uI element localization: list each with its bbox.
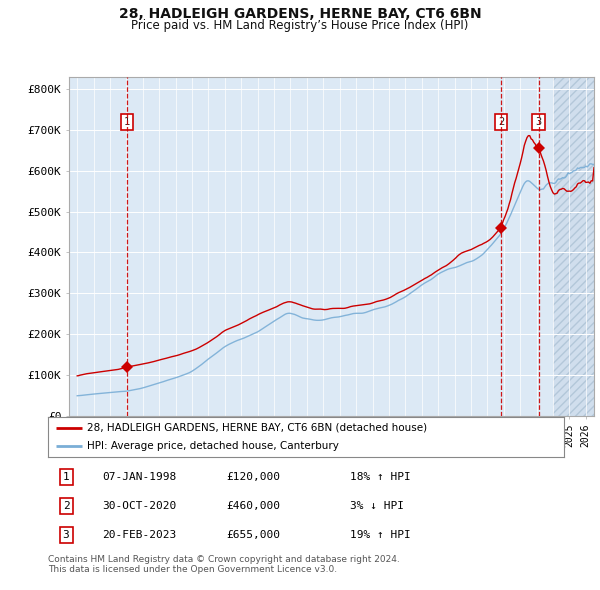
Text: 20-FEB-2023: 20-FEB-2023 — [102, 530, 176, 540]
Text: 3: 3 — [536, 117, 542, 127]
Text: 1: 1 — [124, 117, 130, 127]
Text: HPI: Average price, detached house, Canterbury: HPI: Average price, detached house, Cant… — [86, 441, 338, 451]
Text: 30-OCT-2020: 30-OCT-2020 — [102, 501, 176, 511]
Text: 3: 3 — [62, 530, 70, 540]
Text: 28, HADLEIGH GARDENS, HERNE BAY, CT6 6BN: 28, HADLEIGH GARDENS, HERNE BAY, CT6 6BN — [119, 7, 481, 21]
Text: 2: 2 — [498, 117, 504, 127]
Text: £460,000: £460,000 — [226, 501, 280, 511]
Text: 28, HADLEIGH GARDENS, HERNE BAY, CT6 6BN (detached house): 28, HADLEIGH GARDENS, HERNE BAY, CT6 6BN… — [86, 423, 427, 433]
Text: 18% ↑ HPI: 18% ↑ HPI — [350, 471, 410, 481]
Text: This data is licensed under the Open Government Licence v3.0.: This data is licensed under the Open Gov… — [48, 565, 337, 574]
Text: 2: 2 — [62, 501, 70, 511]
Text: 07-JAN-1998: 07-JAN-1998 — [102, 471, 176, 481]
Text: 19% ↑ HPI: 19% ↑ HPI — [350, 530, 410, 540]
Text: 1: 1 — [62, 471, 70, 481]
Text: £120,000: £120,000 — [226, 471, 280, 481]
Text: 3% ↓ HPI: 3% ↓ HPI — [350, 501, 404, 511]
Text: Price paid vs. HM Land Registry’s House Price Index (HPI): Price paid vs. HM Land Registry’s House … — [131, 19, 469, 32]
Text: Contains HM Land Registry data © Crown copyright and database right 2024.: Contains HM Land Registry data © Crown c… — [48, 555, 400, 563]
Bar — [553, 77, 594, 416]
Text: £655,000: £655,000 — [226, 530, 280, 540]
